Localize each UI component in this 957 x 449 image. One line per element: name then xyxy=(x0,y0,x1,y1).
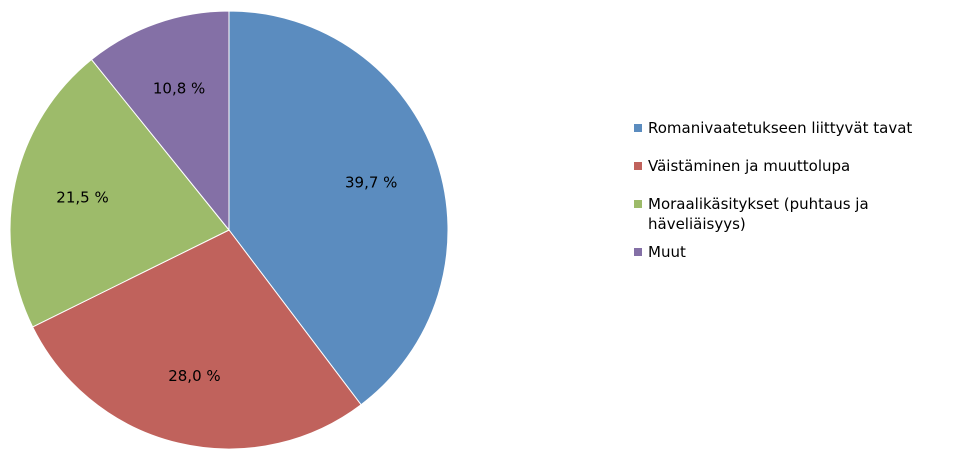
legend-item-1: Romanivaatetukseen liittyvät tavat xyxy=(634,118,954,138)
legend-label-4: Muut xyxy=(648,243,686,261)
legend-label-2: Väistäminen ja muuttolupa xyxy=(648,157,851,175)
pie-slice-labels: 39,7 % 28,0 % 21,5 % 10,8 % xyxy=(56,80,397,385)
pie-slice-label-1: 39,7 % xyxy=(345,173,397,191)
pie-slices xyxy=(9,10,449,449)
legend: Romanivaatetukseen liittyvät tavat Väist… xyxy=(634,118,954,280)
pie-slice-4 xyxy=(90,10,230,232)
legend-item-2: Väistäminen ja muuttolupa xyxy=(634,156,954,176)
pie-slice-label-2: 28,0 % xyxy=(168,367,220,385)
legend-swatch-1 xyxy=(634,124,642,132)
legend-label-3: Moraalikäsitykset (puhtaus ja häveliäisy… xyxy=(648,195,869,233)
legend-item-3: Moraalikäsitykset (puhtaus ja häveliäisy… xyxy=(634,194,954,234)
pie-slice-2 xyxy=(31,229,362,449)
legend-label-1: Romanivaatetukseen liittyvät tavat xyxy=(648,119,913,137)
pie-slice-label-4: 10,8 % xyxy=(153,80,205,98)
legend-swatch-3 xyxy=(634,200,642,208)
legend-item-4: Muut xyxy=(634,242,954,262)
legend-swatch-4 xyxy=(634,248,642,256)
pie-slice-label-3: 21,5 % xyxy=(56,189,108,207)
legend-swatch-2 xyxy=(634,162,642,170)
pie-slice-1 xyxy=(228,10,449,406)
pie-slice-3 xyxy=(9,58,230,328)
